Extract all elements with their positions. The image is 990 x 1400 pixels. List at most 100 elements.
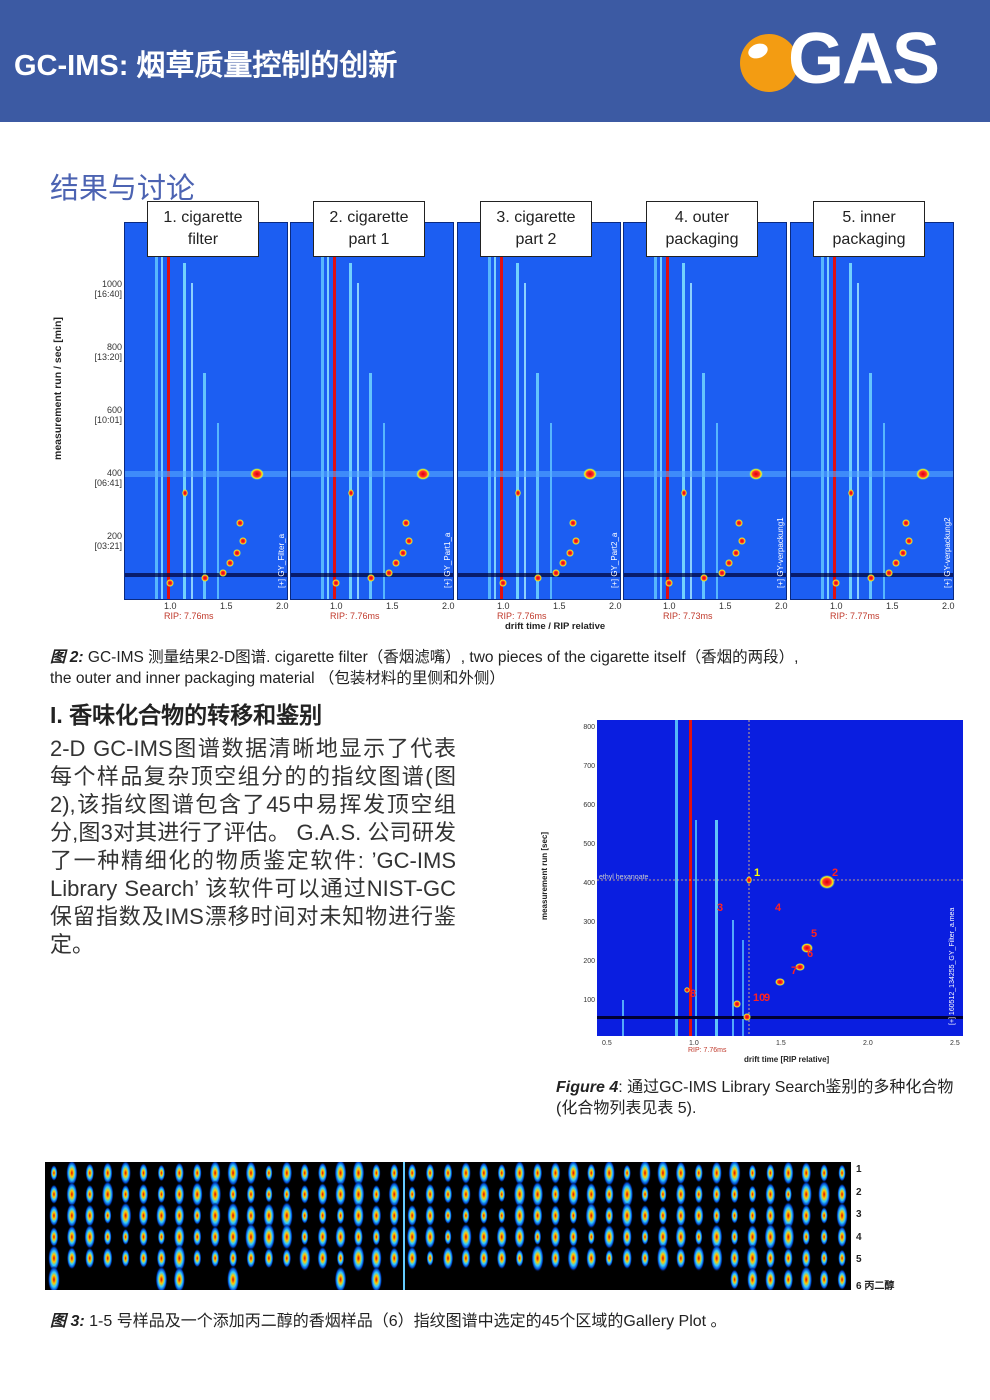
- panel-label-line2: packaging: [665, 231, 739, 248]
- rip-label: RIP: 7.73ms: [663, 611, 713, 621]
- y-tick-label: 300: [583, 919, 595, 926]
- peak-label: 9: [764, 992, 771, 1004]
- panel-label-line1: 1. cigarette: [163, 209, 243, 226]
- y-tick-time: [16:40]: [94, 289, 122, 299]
- y-tick-label: 200: [583, 958, 595, 965]
- x-tick-label: 1.0: [830, 601, 843, 611]
- rip-label: RIP: 7.76ms: [497, 611, 547, 621]
- gallery-row-label: 6 丙二醇: [856, 1280, 895, 1292]
- gallery-row-label: 1: [856, 1164, 862, 1175]
- y-tick-time: [06:41]: [94, 478, 122, 488]
- subheading: I. 香味化合物的转移和鉴别: [50, 702, 323, 728]
- peak-label: 1: [754, 867, 761, 879]
- gallery-row-label: 4: [856, 1231, 862, 1243]
- y-tick-value: 400: [106, 468, 122, 478]
- x-tick-label: 2.0: [442, 601, 455, 611]
- fig4-sample-name: [+] 160512_134255_GY_Filter_a.mea: [949, 907, 956, 1025]
- fig2-y-axis-label: measurement run / sec [min]: [52, 317, 64, 460]
- y-tick-label: 400: [583, 880, 595, 887]
- panel-label: 3. cigarette part 2: [480, 201, 592, 257]
- peak-label: 7: [791, 965, 798, 977]
- chromatogram-panel: [124, 222, 288, 600]
- fig4-y-axis-label: measurement run [sec]: [540, 831, 549, 920]
- x-tick-label: 1.0: [663, 601, 676, 611]
- y-tick-time: [10:01]: [94, 415, 122, 425]
- marker-label: ethyl hexanoate: [599, 874, 649, 881]
- x-tick-label: 1.5: [386, 601, 399, 611]
- peak-label: 5: [811, 928, 818, 940]
- page-title: GC-IMS: 烟草质量控制的创新: [14, 50, 398, 82]
- y-tick-value: 600: [106, 405, 122, 415]
- x-tick-label: 1.5: [220, 601, 233, 611]
- y-tick-label: 800: [583, 724, 595, 731]
- section-title: 结果与讨论: [50, 173, 196, 205]
- x-tick-label: 1.0: [330, 601, 343, 611]
- x-tick-label: 2.5: [950, 1040, 960, 1047]
- figure-4-plot: 1 2 3 4 5 6 7 8 9 10 ethyl hexanoate [+] 160512_134…: [597, 720, 963, 1036]
- figure-3-caption: 图 3: 1-5 号样品及一个添加丙二醇的香烟样品（6）指纹图谱中选定的45个区…: [50, 1313, 727, 1330]
- x-tick-label: 1.5: [719, 601, 732, 611]
- panel-sample-name: [+] GY-verpackung1: [776, 517, 785, 588]
- figure-2-caption: 图 2: GC-IMS 测量结果2-D图谱. cigarette filter（…: [50, 649, 799, 687]
- panel-sample-name: [+] GY_Part2_a: [610, 532, 619, 588]
- panel-label-line2: filter: [187, 231, 219, 248]
- panel-label-line1: 3. cigarette: [496, 209, 576, 226]
- gas-logo: GAS: [740, 19, 965, 99]
- panel-label: 4. outer packaging: [646, 201, 758, 257]
- fig2-x-axis-label: drift time / RIP relative: [505, 621, 606, 632]
- y-tick-time: [03:21]: [94, 541, 122, 551]
- fig4-x-axis-label: drift time [RIP relative]: [744, 1055, 830, 1064]
- gallery-plot: [45, 1162, 851, 1290]
- y-tick-value: 800: [106, 342, 122, 352]
- rip-label: RIP: 7.76ms: [164, 611, 214, 621]
- chromatogram-panel: [290, 222, 454, 600]
- x-tick-label: 1.5: [886, 601, 899, 611]
- x-tick-label: 2.0: [942, 601, 955, 611]
- panel-label-line1: 2. cigarette: [329, 209, 409, 226]
- panel-sample-name: [+] GY_Filter_a: [277, 533, 286, 588]
- header-bar: [0, 0, 990, 122]
- panel-label: 2. cigarette part 1: [313, 201, 425, 257]
- y-tick-value: 200: [106, 531, 122, 541]
- y-tick-value: 1000: [101, 279, 122, 289]
- x-tick-label: 1.0: [497, 601, 510, 611]
- chromatogram-panel: [457, 222, 621, 600]
- x-tick-label: 0.5: [602, 1040, 612, 1047]
- y-tick-label: 100: [583, 997, 595, 1004]
- gallery-row-label: 5: [856, 1254, 862, 1265]
- panel-label: 1. cigarette filter: [147, 201, 259, 257]
- panel-label-line2: part 2: [515, 231, 557, 248]
- gallery-row-label: 2: [856, 1186, 862, 1198]
- y-tick-label: 600: [583, 802, 595, 809]
- panel-label-line2: packaging: [832, 231, 906, 248]
- x-tick-label: 2.0: [609, 601, 622, 611]
- figure-4-caption: Figure 4: 通过GC-IMS Library Search鉴别的多种化合…: [556, 1079, 954, 1117]
- peak-label: 10: [753, 992, 766, 1004]
- rip-label: RIP: 7.76ms: [330, 611, 380, 621]
- peak-label: 8: [690, 988, 697, 1000]
- peak-label: 4: [775, 902, 782, 914]
- chromatogram-panel: [790, 222, 954, 600]
- peak-label: 2: [832, 867, 839, 879]
- x-tick-label: 2.0: [863, 1040, 873, 1047]
- gallery-row-label: 3: [856, 1209, 862, 1220]
- y-tick-time: [13:20]: [94, 352, 122, 362]
- chromatogram-panel: [623, 222, 787, 600]
- panel-sample-name: [+] GY_Part1_a: [443, 532, 452, 588]
- panel-label-line1: 5. inner: [842, 209, 896, 226]
- panel-label-line1: 4. outer: [674, 209, 730, 226]
- x-tick-label: 1.0: [689, 1040, 699, 1047]
- x-tick-label: 2.0: [775, 601, 788, 611]
- y-tick-label: 700: [583, 763, 595, 770]
- panel-label: 5. inner packaging: [813, 201, 925, 257]
- y-tick-label: 500: [583, 841, 595, 848]
- rip-label: RIP: 7.77ms: [830, 611, 880, 621]
- peak-label: 3: [717, 902, 724, 914]
- x-tick-label: 1.5: [553, 601, 566, 611]
- x-tick-label: 2.0: [276, 601, 289, 611]
- panel-label-line2: part 1: [348, 231, 390, 248]
- rip-label: RIP: 7.76ms: [688, 1047, 727, 1054]
- x-tick-label: 1.0: [164, 601, 177, 611]
- panel-sample-name: [+] GY-verpackung2: [943, 517, 952, 588]
- body-paragraph: 2-D GC-IMS图谱数据清晰地显示了代表每个样品复杂顶空组分的的指纹图谱(图…: [50, 736, 456, 957]
